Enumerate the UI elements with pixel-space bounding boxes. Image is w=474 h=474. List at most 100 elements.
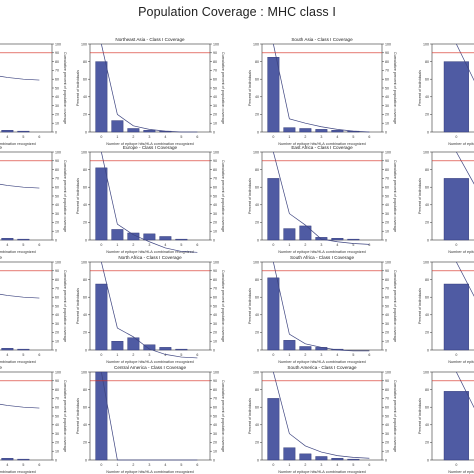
x-tick-label: 1 (288, 135, 290, 139)
plot-frame (261, 371, 383, 461)
y-tick-label: 100 (423, 150, 429, 154)
x-tick-label: 4 (336, 353, 338, 357)
x-tick-label: 2 (304, 463, 306, 467)
y-tick-label: 80 (425, 388, 429, 392)
y2-tick-label: 100 (55, 150, 61, 154)
x-tick-label: 6 (368, 353, 370, 357)
y2-tick-label: 20 (385, 441, 389, 445)
y2-tick-label: 10 (55, 230, 59, 234)
bar (1, 130, 14, 133)
y-tick-label: 20 (83, 221, 87, 225)
x-tick-label: 3 (320, 243, 322, 247)
y2-tick-label: 50 (55, 414, 59, 418)
y-tick-label: 80 (83, 168, 87, 172)
y-tick-label: 100 (253, 260, 259, 264)
y2-axis-label: Cumulative percent of population coverag… (221, 270, 225, 342)
y-tick-label: 20 (255, 331, 259, 335)
y-axis-label: Percent of individuals (418, 398, 422, 434)
plot-frame (0, 371, 53, 461)
x-tick-label: 5 (180, 135, 182, 139)
y2-tick-label: 0 (385, 238, 387, 242)
y2-tick-label: 0 (213, 130, 215, 134)
y2-tick-label: 60 (213, 406, 217, 410)
bar (111, 229, 124, 241)
y-tick-label: 60 (83, 406, 87, 410)
x-tick-label: 0 (455, 135, 457, 139)
y-axis-label: Percent of individuals (418, 70, 422, 106)
chart-panel: 0204060801000102030405060708090100Percen… (418, 370, 474, 474)
y2-tick-label: 80 (213, 60, 217, 64)
y-tick-label: 0 (85, 458, 87, 462)
x-tick-label: 0 (100, 243, 102, 247)
x-axis-label: Number of epitope hits/HLA combination r… (278, 360, 366, 364)
chart-panel: South Africa - Class I Coverage020406080… (248, 255, 397, 364)
y2-tick-label: 90 (55, 379, 59, 383)
chart-panel: South0204060801000102030405060708090100P… (418, 42, 474, 146)
chart-panel: 0204060801000102030405060708090100Percen… (0, 42, 67, 146)
bar (143, 233, 156, 241)
y-tick-label: 100 (81, 260, 87, 264)
bar (127, 232, 140, 241)
y2-tick-label: 0 (385, 130, 387, 134)
x-tick-label: 4 (164, 135, 166, 139)
y2-tick-label: 40 (55, 313, 59, 317)
y2-tick-label: 70 (55, 177, 59, 181)
x-axis-label: Number of epitope hits/HLA combination r… (278, 250, 366, 254)
x-tick-label: 0 (455, 243, 457, 247)
y2-tick-label: 0 (55, 130, 57, 134)
bar (443, 61, 469, 133)
x-tick-label: 6 (196, 353, 198, 357)
y-tick-label: 40 (255, 95, 259, 99)
x-tick-label: 3 (148, 463, 150, 467)
y2-tick-label: 10 (385, 230, 389, 234)
y2-tick-label: 50 (213, 414, 217, 418)
y2-tick-label: 40 (55, 95, 59, 99)
x-tick-label: 2 (132, 243, 134, 247)
y2-tick-label: 90 (385, 379, 389, 383)
chart-panel: South Asia - Class I Coverage02040608010… (248, 37, 397, 146)
chart-panel: South America - Class I Coverage02040608… (248, 365, 397, 474)
y2-tick-label: 70 (55, 397, 59, 401)
y2-axis-label: Cumulative percent of population coverag… (63, 270, 67, 342)
plot-frame (431, 43, 474, 133)
y-tick-label: 40 (255, 313, 259, 317)
plot-frame (431, 151, 474, 241)
panel-title: South America - Class I Coverage (287, 365, 357, 370)
y-tick-label: 0 (427, 458, 429, 462)
x-axis-label: Number of epitope hits/HLA combination r… (278, 142, 366, 146)
y-tick-label: 20 (83, 441, 87, 445)
x-axis-label: Number of epitope hits/HLA combination r… (448, 360, 474, 364)
y2-tick-label: 40 (385, 95, 389, 99)
y-axis-label: Percent of individuals (418, 288, 422, 324)
chart-panel: 0204060801000102030405060708090100Percen… (418, 260, 474, 364)
y2-tick-label: 20 (55, 441, 59, 445)
y2-tick-label: 50 (55, 86, 59, 90)
y2-tick-label: 90 (55, 269, 59, 273)
x-tick-label: 4 (6, 243, 8, 247)
x-axis-label: Number of epitope hits/HLA combination r… (106, 360, 194, 364)
coverage-line (456, 261, 474, 297)
coverage-line (101, 151, 198, 253)
x-tick-label: 6 (196, 135, 198, 139)
y2-tick-label: 20 (385, 331, 389, 335)
bar (299, 128, 312, 133)
x-tick-label: 6 (196, 463, 198, 467)
x-axis-label: Number of epitope hits/HLA combination r… (278, 470, 366, 474)
x-axis-label: Number of epitope hits/HLA combination r… (0, 250, 36, 254)
y2-tick-label: 100 (385, 260, 391, 264)
x-tick-label: 5 (352, 135, 354, 139)
y-tick-label: 20 (255, 221, 259, 225)
y2-tick-label: 60 (55, 296, 59, 300)
bar (299, 453, 312, 461)
x-tick-label: 0 (100, 135, 102, 139)
y-tick-label: 100 (253, 42, 259, 46)
y-tick-label: 60 (425, 186, 429, 190)
bar (17, 458, 30, 461)
y-tick-label: 100 (423, 370, 429, 374)
bar (127, 128, 140, 133)
x-tick-label: 0 (455, 463, 457, 467)
bar (443, 178, 469, 241)
chart-panel: Northeast Asia - Class I Coverage0204060… (76, 37, 225, 146)
y2-tick-label: 70 (385, 69, 389, 73)
